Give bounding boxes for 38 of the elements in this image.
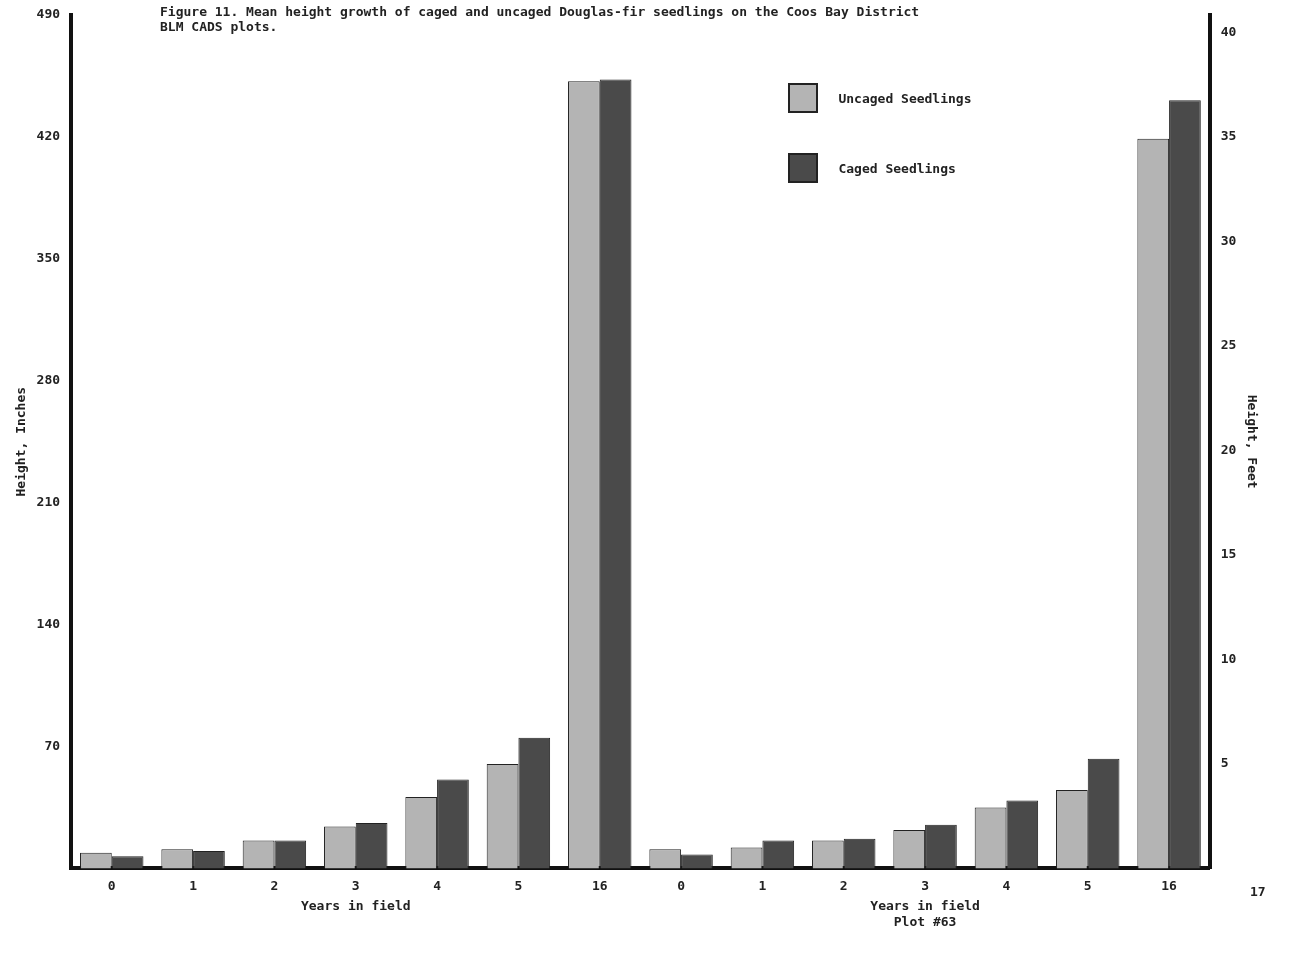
legend-label: Uncaged Seedlings bbox=[838, 90, 972, 106]
y2-tick-label: 35 bbox=[1220, 128, 1237, 144]
x-tick-label: 5 bbox=[1083, 877, 1092, 893]
x-axis-title: Years in field bbox=[300, 898, 411, 914]
chart-title: Figure 11. Mean height growth of caged and uncaged Douglas-fir seedlings on the Coos Bay District BLM CADS plots. bbox=[160, 4, 920, 34]
text: Years in field bbox=[870, 898, 980, 914]
text: Plot #63 bbox=[893, 914, 957, 930]
y-tick-label: 210 bbox=[36, 494, 61, 510]
y-tick-label: 70 bbox=[44, 737, 61, 753]
y-tick-label: 350 bbox=[36, 250, 61, 266]
y-tick-label: 420 bbox=[36, 128, 61, 144]
x-tick-label: 1 bbox=[758, 877, 767, 893]
y2-tick-label: 15 bbox=[1220, 546, 1237, 562]
x-tick-label: 4 bbox=[1002, 877, 1011, 893]
y-axis-title: Height, Inches bbox=[13, 386, 29, 497]
x-tick-label: 16 bbox=[591, 877, 608, 893]
y-tick-label: 280 bbox=[36, 372, 61, 388]
y2-tick-label: 20 bbox=[1220, 441, 1237, 457]
legend-label: Caged Seedlings bbox=[838, 160, 956, 176]
y2-tick-label: 25 bbox=[1220, 337, 1237, 353]
y2-tick-label: 10 bbox=[1220, 650, 1237, 666]
y-tick-label: 490 bbox=[36, 6, 61, 22]
x-tick-label: 0 bbox=[677, 877, 686, 893]
x-tick-label: 2 bbox=[270, 877, 279, 893]
y-tick-label: 140 bbox=[36, 615, 61, 631]
x-tick-label: 0 bbox=[107, 877, 116, 893]
x-tick-label: 16 bbox=[1161, 877, 1178, 893]
y2-tick-label: 30 bbox=[1220, 232, 1237, 248]
x-tick-label: 5 bbox=[514, 877, 523, 893]
text: 17 bbox=[1249, 884, 1266, 900]
x-tick-label: 3 bbox=[921, 877, 929, 893]
y2-axis-title: Height, Feet bbox=[1244, 394, 1260, 489]
x-tick-label: 1 bbox=[189, 877, 198, 893]
x-tick-label: 4 bbox=[433, 877, 442, 893]
y2-tick-label: 5 bbox=[1220, 755, 1229, 771]
x-tick-label: 3 bbox=[351, 877, 360, 893]
y2-tick-label: 40 bbox=[1220, 23, 1237, 39]
x-tick-label: 2 bbox=[839, 877, 848, 893]
